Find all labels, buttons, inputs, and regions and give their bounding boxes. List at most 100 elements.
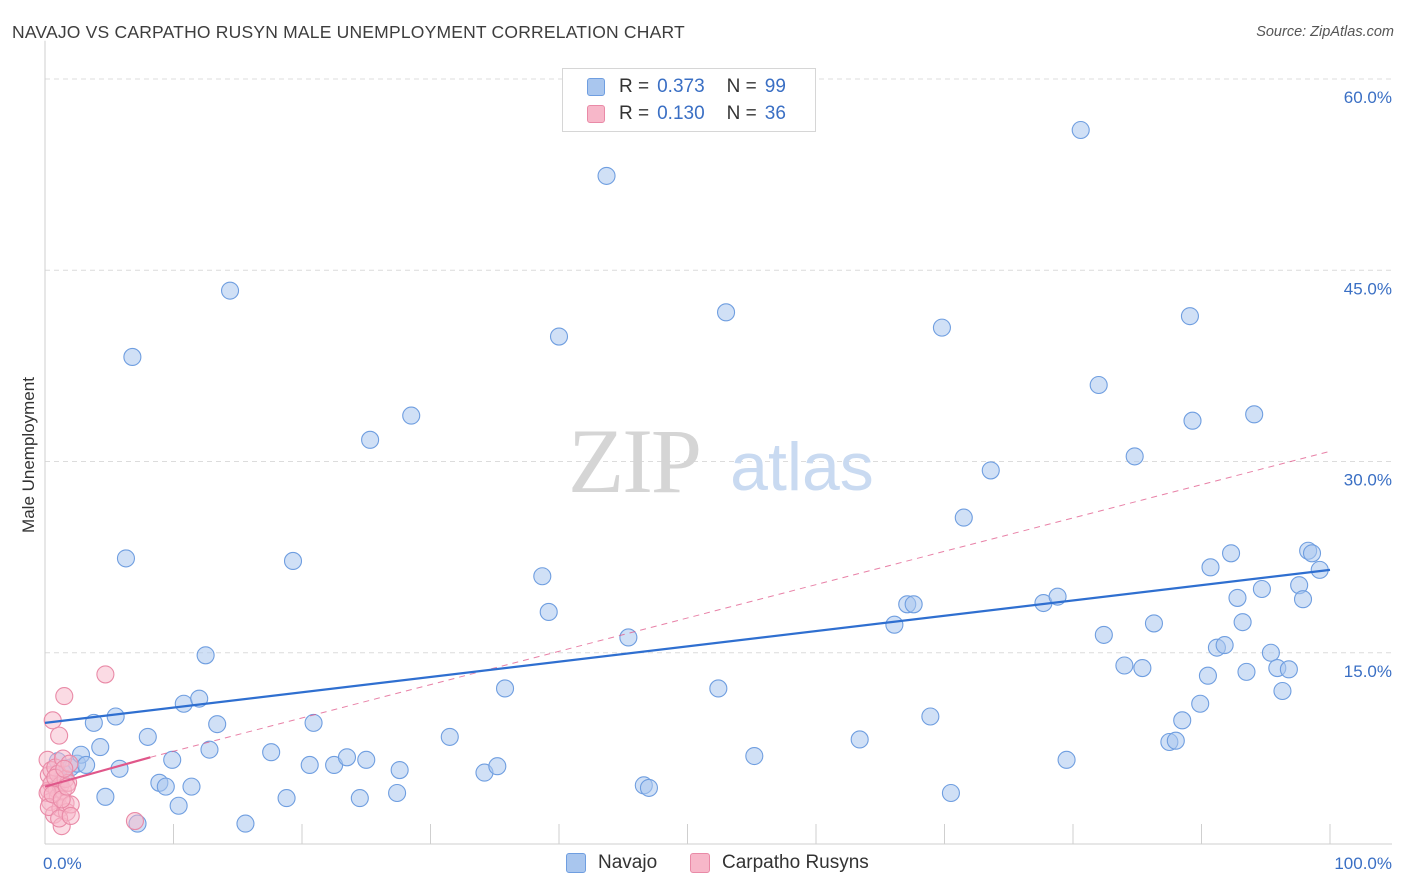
- navajo-point: [1252, 579, 1271, 599]
- y-tick-label: 30.0%: [1344, 471, 1392, 490]
- carpatho-point: [55, 759, 74, 778]
- axis-labels: Male Unemployment 15.0% 30.0% 45.0% 60.0% 0.…: [19, 88, 1392, 873]
- carpatho-point: [50, 726, 69, 745]
- navajo-point: [904, 595, 923, 614]
- navajo-point: [1279, 660, 1298, 679]
- navajo-point: [300, 755, 319, 775]
- navajo-point: [1237, 662, 1256, 681]
- carpatho-point: [125, 811, 144, 831]
- navajo-point: [885, 615, 904, 634]
- navajo-point: [639, 778, 659, 797]
- navajo-point: [357, 750, 376, 769]
- axes-layer: [44, 40, 1392, 845]
- carpatho-points: [38, 665, 144, 836]
- x-tick-label: 100.0%: [1334, 854, 1392, 873]
- trend-lines: [44, 450, 1331, 788]
- navajo-point: [163, 750, 182, 769]
- navajo-point: [361, 430, 380, 449]
- navajo-point: [1215, 636, 1234, 655]
- navajo-point: [981, 461, 1000, 480]
- legend-item-carpatho[interactable]: Carpatho Rusyns: [690, 852, 869, 874]
- navajo-point: [597, 166, 616, 185]
- navajo-point: [850, 730, 869, 749]
- y-tick-label: 15.0%: [1344, 662, 1392, 681]
- navajo-point: [745, 746, 764, 766]
- navajo-point: [1302, 544, 1322, 563]
- navajo-point: [388, 783, 407, 803]
- correlation-legend: R = 0.373 N = 99 R = 0.130 N = 36: [562, 68, 816, 132]
- series-legend: Navajo Carpatho Rusyns: [0, 852, 1406, 878]
- y-tick-label: 45.0%: [1344, 279, 1392, 298]
- navajo-point: [1273, 681, 1292, 701]
- navajo-r-value: 0.373: [657, 76, 705, 97]
- navajo-point: [1071, 120, 1090, 140]
- watermark-atlas: atlas: [730, 429, 874, 505]
- carpatho-trend-solid: [44, 756, 151, 788]
- watermark-zip: ZIP: [568, 410, 700, 512]
- navajo-swatch: [587, 78, 605, 96]
- navajo-point: [1293, 590, 1313, 609]
- carpatho-point: [55, 687, 74, 706]
- legend-carpatho-swatch: [690, 853, 710, 873]
- y-tick-label: 60.0%: [1344, 88, 1392, 107]
- navajo-point: [954, 508, 973, 527]
- navajo-point: [138, 727, 157, 746]
- legend-row-carpatho: R = 0.130 N = 36: [587, 103, 786, 125]
- navajo-point: [1198, 666, 1217, 685]
- carpatho-n-label: N =: [726, 103, 757, 124]
- navajo-point: [190, 689, 209, 708]
- navajo-point: [1133, 658, 1152, 678]
- carpatho-point: [96, 665, 115, 684]
- carpatho-trend-dashed: [150, 450, 1331, 758]
- navajo-point: [96, 787, 115, 806]
- navajo-point: [539, 602, 558, 622]
- navajo-point: [1201, 558, 1220, 577]
- navajo-point: [77, 755, 96, 775]
- navajo-point: [337, 748, 357, 767]
- navajo-point: [116, 549, 136, 568]
- navajo-point: [174, 694, 193, 713]
- navajo-point: [196, 646, 215, 665]
- navajo-point: [932, 318, 951, 337]
- navajo-r-label: R =: [619, 76, 650, 97]
- navajo-point: [921, 707, 940, 726]
- navajo-point: [488, 757, 507, 776]
- navajo-n-label: N =: [726, 76, 757, 97]
- navajo-trend-line: [44, 568, 1331, 724]
- navajo-point: [304, 713, 323, 732]
- carpatho-r-label: R =: [619, 103, 650, 124]
- navajo-point: [1115, 656, 1134, 675]
- navajo-point: [208, 715, 227, 734]
- navajo-point: [533, 567, 552, 586]
- navajo-point: [1191, 694, 1210, 713]
- navajo-point: [1183, 411, 1202, 430]
- carpatho-point: [61, 806, 80, 826]
- navajo-point: [495, 679, 515, 698]
- navajo-point: [236, 814, 255, 833]
- grid-layer: [45, 78, 1392, 654]
- navajo-point: [156, 777, 175, 796]
- navajo-point: [1261, 643, 1280, 662]
- source-label: Source: ZipAtlas.com: [1256, 24, 1394, 40]
- navajo-point: [123, 347, 142, 367]
- navajo-point: [283, 551, 303, 571]
- navajo-n-value: 99: [764, 76, 786, 97]
- navajo-point: [1094, 625, 1113, 644]
- navajo-point: [1222, 544, 1241, 563]
- x-tick-label: 0.0%: [43, 854, 82, 873]
- navajo-point: [440, 727, 459, 746]
- navajo-point: [1228, 588, 1247, 607]
- navajo-point: [619, 628, 638, 647]
- navajo-point: [1144, 614, 1164, 633]
- carpatho-n-value: 36: [764, 103, 786, 124]
- legend-item-navajo[interactable]: Navajo: [566, 852, 657, 874]
- navajo-point: [402, 406, 421, 425]
- navajo-point: [1057, 750, 1076, 769]
- navajo-point: [1173, 711, 1192, 730]
- navajo-point: [1089, 375, 1108, 395]
- navajo-point: [106, 707, 125, 726]
- navajo-point: [277, 789, 296, 808]
- navajo-point: [220, 281, 240, 300]
- legend-carpatho-label: Carpatho Rusyns: [722, 852, 869, 873]
